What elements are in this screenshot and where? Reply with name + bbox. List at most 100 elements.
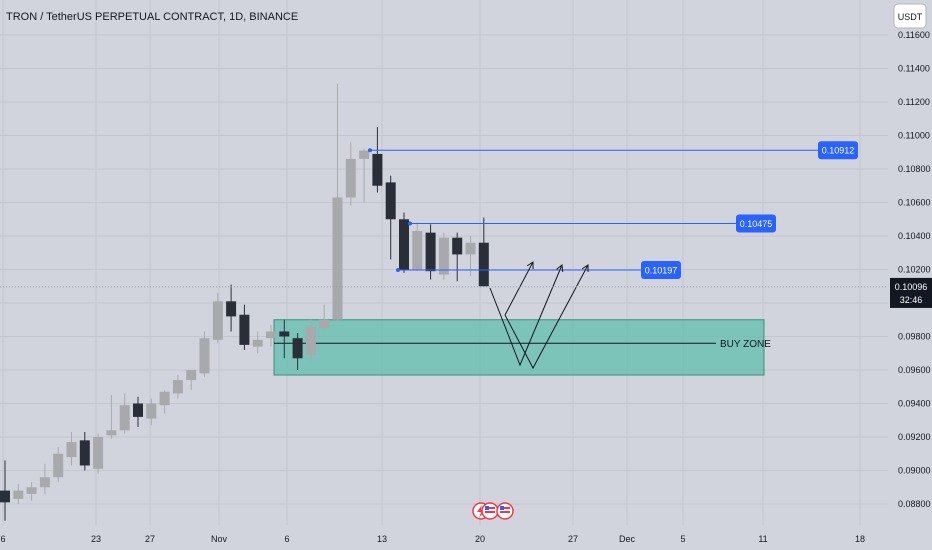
candle-body	[66, 442, 77, 458]
candle	[359, 148, 370, 203]
candle-body	[226, 301, 237, 317]
candle-body	[239, 314, 250, 345]
price-level-line[interactable]: 0.10197	[396, 261, 681, 280]
price-tick-label: 0.09600	[898, 365, 931, 375]
price-tick-label: 0.08800	[898, 499, 931, 509]
candle	[319, 304, 330, 330]
price-lines[interactable]: 0.10912 0.10475 0.10197	[368, 141, 858, 280]
price-level-line[interactable]: 0.10912	[368, 141, 858, 160]
candle	[226, 284, 237, 332]
candle-body	[53, 453, 64, 478]
time-tick-label: Dec	[619, 534, 636, 544]
candle	[159, 390, 170, 414]
price-line-badge	[641, 261, 681, 280]
candle-body	[146, 403, 157, 419]
currency-button[interactable]: USDT	[893, 3, 927, 29]
candle-body	[212, 301, 223, 340]
price-tick-label: 0.09000	[898, 466, 931, 476]
candle-body	[359, 150, 370, 159]
candle-body	[478, 242, 489, 287]
time-tick-label: Nov	[211, 534, 228, 544]
candle-body	[372, 153, 383, 186]
candle-body	[465, 242, 476, 255]
price-line-badge	[818, 141, 858, 160]
candle	[13, 483, 24, 504]
candle-body	[399, 219, 409, 270]
candle-body	[292, 338, 303, 359]
price-line-badge-label: 0.10475	[740, 219, 773, 229]
time-tick-label: 27	[568, 534, 578, 544]
candle-body	[279, 331, 290, 337]
candle	[252, 331, 263, 354]
countdown-label: 32:46	[900, 295, 923, 305]
price-axis[interactable]: 0.11600 0.11400 0.11200 0.11000 0.10800 0.106…	[898, 30, 931, 509]
candle-body	[119, 405, 130, 431]
candle-body	[438, 237, 449, 275]
price-line-anchor[interactable]	[368, 148, 372, 153]
price-line-badge-label: 0.10912	[822, 146, 855, 156]
projection-path	[504, 264, 589, 370]
candle	[385, 175, 396, 260]
candle	[452, 232, 463, 282]
candle-body	[266, 331, 276, 339]
candle-body	[305, 326, 316, 355]
time-tick-label: 20	[475, 534, 485, 544]
us-flag-icon[interactable]	[481, 502, 499, 520]
projection-arrowhead	[581, 264, 589, 273]
candle-body	[39, 477, 50, 488]
candle-body	[79, 440, 90, 466]
price-line-anchor[interactable]	[408, 221, 412, 226]
candle	[39, 463, 50, 494]
price-line-anchor[interactable]	[396, 268, 400, 273]
event-icons[interactable]	[472, 502, 514, 520]
time-tick-label: 27	[145, 534, 155, 544]
current-price-badge	[890, 277, 932, 308]
candle-body	[26, 487, 37, 494]
price-line-badge-label: 0.10197	[645, 266, 678, 276]
projection-arrowhead	[526, 261, 534, 270]
candle-body	[385, 182, 396, 220]
candle	[412, 222, 423, 272]
projection-arrowhead	[556, 264, 564, 273]
candle	[266, 324, 276, 347]
time-tick-label: 13	[377, 534, 387, 544]
candle	[399, 212, 409, 273]
buy-zone-label: BUY ZONE	[720, 339, 771, 350]
projection-path	[489, 264, 563, 367]
candle	[345, 142, 356, 206]
candle	[279, 319, 290, 359]
candle	[172, 375, 183, 399]
buy-zone-rect[interactable]	[273, 319, 765, 376]
candle	[146, 398, 157, 426]
candle	[26, 482, 37, 501]
candle-body	[93, 437, 104, 469]
candle	[0, 460, 10, 521]
price-tick-label: 0.10200	[898, 265, 931, 275]
candle	[372, 127, 383, 193]
candle-body	[452, 237, 463, 255]
candle	[212, 292, 223, 344]
candle-body	[252, 339, 263, 347]
time-tick-label: 23	[91, 534, 101, 544]
candle-body	[0, 490, 10, 503]
candle-body	[159, 391, 170, 406]
buy-zone[interactable]: BUY ZONE	[273, 319, 771, 376]
price-tick-label: 0.11600	[898, 30, 930, 40]
candle-body	[345, 158, 356, 198]
candle-body	[199, 338, 210, 374]
candle-body	[172, 380, 183, 394]
currency-label: USDT	[898, 12, 923, 22]
us-flag-icon[interactable]	[496, 502, 514, 520]
price-tick-label: 0.10800	[898, 164, 931, 174]
time-axis[interactable]: 6 23 27 Nov 6 13 20 27 Dec 5 11 18	[0, 534, 865, 544]
price-level-line[interactable]: 0.10475	[408, 214, 776, 233]
candle	[438, 232, 449, 280]
candle	[53, 447, 64, 483]
projection-arrows[interactable]	[489, 261, 589, 370]
candle-body	[425, 232, 436, 272]
current-price-label: 0.10096	[895, 282, 928, 292]
price-tick-label: 0.09200	[898, 432, 931, 442]
candle	[186, 370, 197, 391]
